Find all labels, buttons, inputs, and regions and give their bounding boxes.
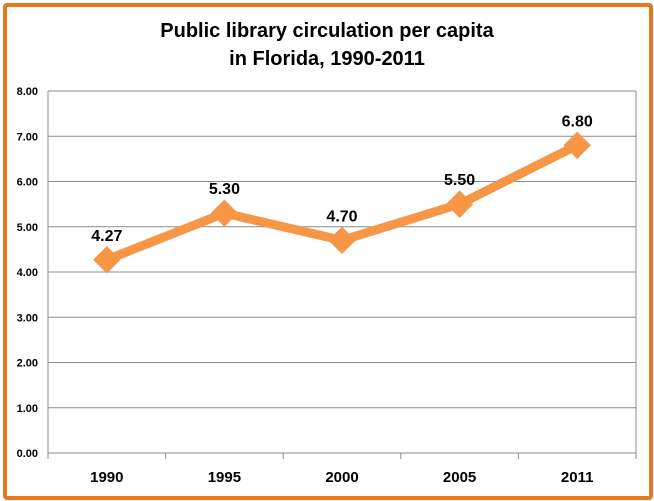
y-tick-label: 3.00 [17,312,38,324]
data-point-marker [210,199,239,227]
y-tick-label: 1.00 [17,403,38,415]
y-tick-label: 2.00 [17,358,38,370]
y-tick-label: 4.00 [17,267,38,279]
data-point-marker [93,246,121,274]
y-tick-label: 8.00 [17,86,38,98]
data-label: 4.70 [326,208,357,225]
data-label: 6.80 [562,113,593,130]
data-label: 4.27 [91,228,122,245]
x-tick-label: 2005 [443,469,476,486]
y-tick-label: 7.00 [17,131,38,143]
x-tick-label: 2011 [561,469,594,486]
x-tick-label: 2000 [325,469,358,486]
data-label: 5.30 [209,181,240,198]
data-point-marker [328,226,356,255]
y-tick-label: 5.00 [17,222,38,234]
y-tick-label: 6.00 [17,177,38,189]
chart-title-line-2: in Florida, 1990-2011 [229,48,425,70]
chart-title-line-1: Public library circulation per capita [160,20,494,42]
data-point-marker [563,131,591,160]
y-tick-label: 0.00 [17,448,38,460]
x-tick-label: 1995 [208,469,241,486]
data-label: 5.50 [444,172,475,189]
x-tick-label: 1990 [90,469,123,486]
data-point-marker [445,190,474,218]
